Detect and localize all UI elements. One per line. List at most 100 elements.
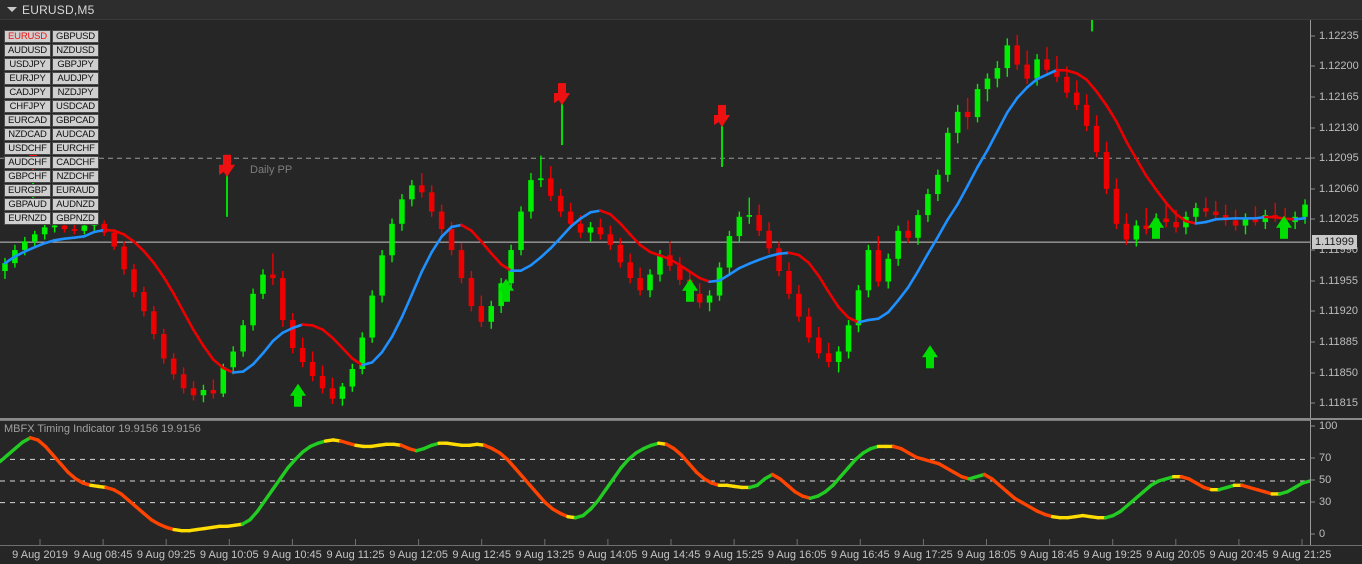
daily-pp-label: Daily PP [250,164,293,177]
time-axis-label: 9 Aug 20:05 [1146,549,1206,561]
currency-pair-row: CADJPY NZDJPY [4,86,99,99]
indicator-title: MBFX Timing Indicator 19.9156 19.9156 [4,423,201,435]
mbfx-indicator-line [0,436,1310,533]
pair-button-eurcad[interactable]: EURCAD [4,114,51,127]
time-axis-label: 9 Aug 10:05 [199,549,259,561]
indicator-axis-tick [1311,501,1315,503]
time-axis-label: 9 Aug 2019 [12,549,68,561]
price-axis-label: 1.11885 [1319,335,1358,348]
indicator-axis[interactable]: 100 70 50 30 0 [1310,420,1362,545]
price-axis-tick [1311,249,1315,251]
currency-pair-panel[interactable]: EURUSD GBPUSD AUDUSD NZDUSD USDJPY GBPJPY EURJ… [4,30,99,226]
chevron-down-icon[interactable] [7,7,17,12]
price-axis-tick [1311,188,1315,190]
pair-button-audjpy[interactable]: AUDJPY [52,72,99,85]
indicator-axis-tick [1311,457,1315,459]
currency-pair-row: AUDCHF CADCHF [4,156,99,169]
time-axis-label: 9 Aug 18:45 [1020,549,1079,561]
currency-pair-row: AUDUSD NZDUSD [4,44,99,57]
pair-button-nzdjpy[interactable]: NZDJPY [52,86,99,99]
candlestick-series [2,34,1308,406]
price-axis-tick [1311,157,1315,159]
pair-button-eurusd[interactable]: EURUSD [4,30,51,43]
pane-divider [0,418,1362,420]
currency-pair-row: USDJPY GBPJPY [4,58,99,71]
price-axis-tick [1311,96,1315,98]
pair-button-eurjpy[interactable]: EURJPY [4,72,51,85]
time-axis-label: 9 Aug 12:45 [452,549,512,561]
time-axis-label: 9 Aug 16:05 [767,549,827,561]
price-axis-tick [1311,402,1315,404]
currency-pair-row: EURGBP EURAUD [4,184,99,197]
pair-button-gbpjpy[interactable]: GBPJPY [52,58,99,71]
price-axis-label: 1.11815 [1319,397,1358,410]
currency-pair-row: NZDCAD AUDCAD [4,128,99,141]
price-axis-label: 1.11955 [1319,274,1358,287]
time-axis-label: 9 Aug 19:25 [1083,549,1143,561]
indicator-axis-label: 100 [1319,420,1338,432]
indicator-axis-label: 50 [1319,474,1332,486]
time-axis-label: 9 Aug 20:45 [1209,549,1269,561]
price-axis-tick [1311,372,1315,373]
currency-pair-row: EURCAD GBPCAD [4,114,99,127]
pair-button-eurnzd[interactable]: EURNZD [4,212,51,225]
indicator-axis-tick [1311,533,1315,535]
pair-button-usdcad[interactable]: USDCAD [52,100,99,113]
pair-button-usdchf[interactable]: USDCHF [4,142,51,155]
price-axis-label: 1.12235 [1319,29,1359,42]
pair-button-cadchf[interactable]: CADCHF [52,156,99,169]
current-price-label: 1.11999 [1312,235,1357,250]
time-axis-label: 9 Aug 14:45 [641,549,701,561]
signal-arrows [25,20,1292,407]
pair-button-cadjpy[interactable]: CADJPY [4,86,51,99]
pair-button-gbpnzd[interactable]: GBPNZD [52,212,99,225]
pair-button-eurgbp[interactable]: EURGBP [4,184,51,197]
currency-pair-row: GBPAUD AUDNZD [4,198,99,211]
indicator-pane[interactable]: MBFX Timing Indicator 19.9156 19.9156 [0,420,1310,545]
pair-button-audchf[interactable]: AUDCHF [4,156,51,169]
pair-button-audusd[interactable]: AUDUSD [4,44,51,57]
pair-button-gbpchf[interactable]: GBPCHF [4,170,51,183]
indicator-axis-tick [1311,479,1315,481]
time-axis-label: 9 Aug 17:25 [894,549,953,561]
time-axis-label: 9 Aug 11:25 [326,549,385,561]
price-axis-label: 1.12060 [1319,182,1359,195]
time-axis-label: 9 Aug 12:05 [389,549,448,561]
pair-button-nzdcad[interactable]: NZDCAD [4,128,51,141]
price-axis-label: 1.12025 [1319,213,1359,226]
price-axis-label: 1.12165 [1319,90,1359,103]
pair-button-eurchf[interactable]: EURCHF [52,142,99,155]
price-axis-label: 1.11850 [1319,366,1358,379]
currency-pair-row: GBPCHF NZDCHF [4,170,99,183]
price-axis-tick [1311,218,1315,220]
pair-button-usdjpy[interactable]: USDJPY [4,58,51,71]
indicator-axis-tick [1311,425,1315,427]
indicator-axis-label: 0 [1319,528,1326,540]
price-axis-label: 1.12200 [1319,60,1359,73]
price-chart-canvas [0,20,1310,407]
time-axis-label: 9 Aug 15:25 [704,549,764,561]
time-axis-label: 9 Aug 08:45 [73,549,133,561]
time-axis-label: 9 Aug 13:25 [515,549,575,561]
page-title: EURUSD,M5 [22,3,95,17]
pair-button-audcad[interactable]: AUDCAD [52,128,99,141]
price-axis-tick [1311,35,1315,37]
price-axis[interactable]: 1.12235 1.12200 1.12165 1.12130 1.12095 1.120… [1310,20,1362,418]
time-axis-label: 9 Aug 16:45 [830,549,890,561]
currency-pair-row: EURJPY AUDJPY [4,72,99,85]
pair-button-gbpaud[interactable]: GBPAUD [4,198,51,211]
pair-button-euraud[interactable]: EURAUD [52,184,99,197]
time-axis-label: 9 Aug 18:05 [957,549,1016,561]
pair-button-nzdchf[interactable]: NZDCHF [52,170,99,183]
pair-button-gbpusd[interactable]: GBPUSD [52,30,99,43]
pair-button-audnzd[interactable]: AUDNZD [52,198,99,211]
time-axis[interactable]: 9 Aug 2019 9 Aug 08:45 9 Aug 09:25 9 Aug 10… [0,545,1362,564]
price-axis-tick [1311,127,1315,129]
price-axis-tick [1311,341,1315,343]
price-chart-pane[interactable]: Daily PP [0,20,1310,418]
pair-button-gbpcad[interactable]: GBPCAD [52,114,99,127]
pair-button-chfjpy[interactable]: CHFJPY [4,100,51,113]
price-axis-tick [1311,65,1315,67]
currency-pair-row: EURUSD GBPUSD [4,30,99,43]
pair-button-nzdusd[interactable]: NZDUSD [52,44,99,57]
